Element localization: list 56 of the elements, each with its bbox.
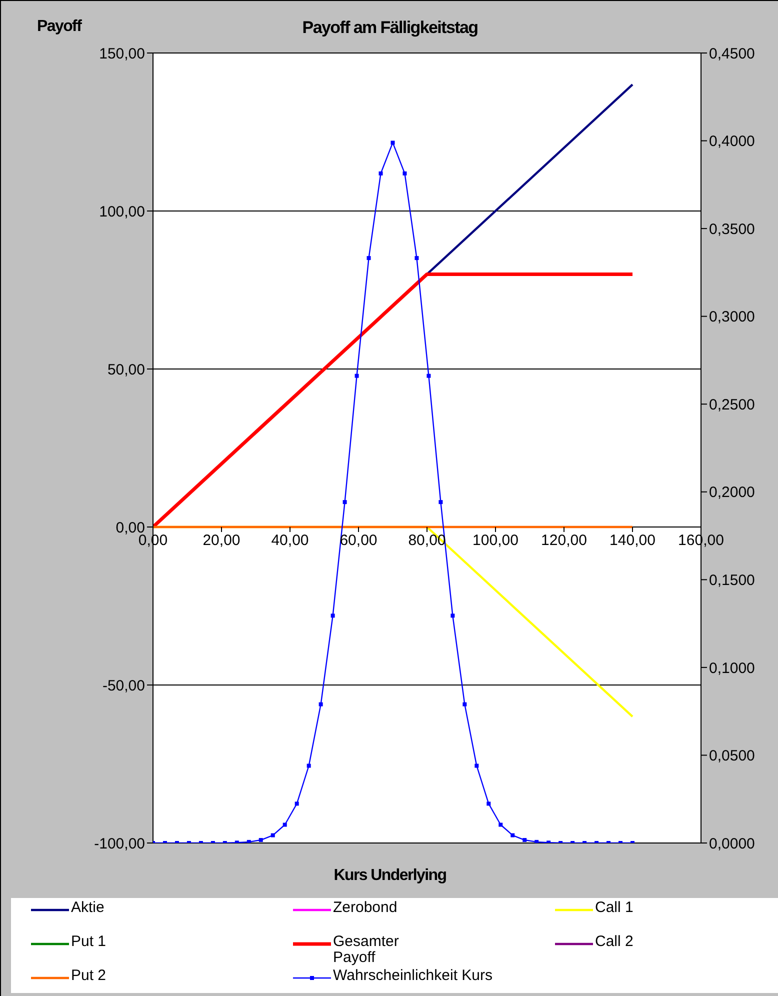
x-tick-label: 100,00 [472, 532, 518, 549]
point [498, 822, 503, 827]
y2-tick-label: 0,3500 [709, 220, 755, 238]
point [450, 614, 455, 618]
y2-tick-label: 0,1000 [709, 660, 755, 677]
legend-label: Put 1 [71, 933, 106, 950]
point [354, 374, 359, 378]
legend-label: Call 2 [595, 933, 634, 950]
legend-label: Call 1 [595, 899, 634, 916]
point [306, 764, 311, 768]
point [270, 833, 275, 838]
point [258, 838, 263, 842]
legend-label: Wahrscheinlichkeit Kurs [333, 967, 492, 984]
y-tick-label: -100,00 [94, 835, 145, 852]
point [534, 840, 539, 843]
legend-label: Aktie [71, 899, 104, 916]
x-tick-label: 140,00 [610, 532, 656, 549]
y2-tick-label: 0,0000 [709, 835, 755, 852]
point [342, 500, 347, 504]
chart-title: Payoff am Fälligkeitstag [302, 18, 478, 37]
point [402, 171, 407, 176]
point [318, 702, 323, 706]
legend-label: Put 2 [71, 967, 106, 984]
point [378, 171, 383, 176]
y2-tick-label: 0,3000 [709, 308, 755, 326]
point [462, 702, 467, 706]
point [282, 822, 287, 827]
point [426, 374, 431, 378]
y2-tick-label: 0,0500 [709, 748, 755, 765]
point [246, 840, 251, 843]
point [474, 764, 479, 768]
y-axis-title: Payoff [37, 18, 82, 36]
point [438, 500, 443, 504]
y2-tick-label: 0,4000 [709, 133, 755, 150]
legend-label: Gesamter Payoff [333, 933, 400, 966]
point [510, 833, 515, 838]
y-tick-label: -50,00 [102, 677, 145, 694]
y-tick-label: 50,00 [107, 361, 145, 378]
point [522, 838, 527, 842]
point [486, 802, 491, 806]
x-tick-label: 40,00 [271, 532, 309, 549]
x-tick-label: 120,00 [541, 532, 587, 549]
x-axis-title: Kurs Underlying [332, 867, 448, 885]
point [330, 614, 335, 618]
point [366, 256, 371, 260]
y2-tick-label: 0,1500 [709, 572, 755, 589]
point [294, 802, 299, 806]
point [390, 140, 395, 145]
y-tick-label: 150,00 [99, 45, 145, 62]
x-tick-label: 20,00 [202, 532, 240, 549]
y2-tick-label: 0,4500 [709, 45, 755, 62]
y2-tick-label: 0,2000 [709, 484, 755, 502]
y-tick-label: 100,00 [99, 203, 145, 220]
point [414, 256, 419, 260]
y2-tick-label: 0,2500 [709, 396, 755, 414]
legend-label: Zerobond [333, 899, 398, 916]
